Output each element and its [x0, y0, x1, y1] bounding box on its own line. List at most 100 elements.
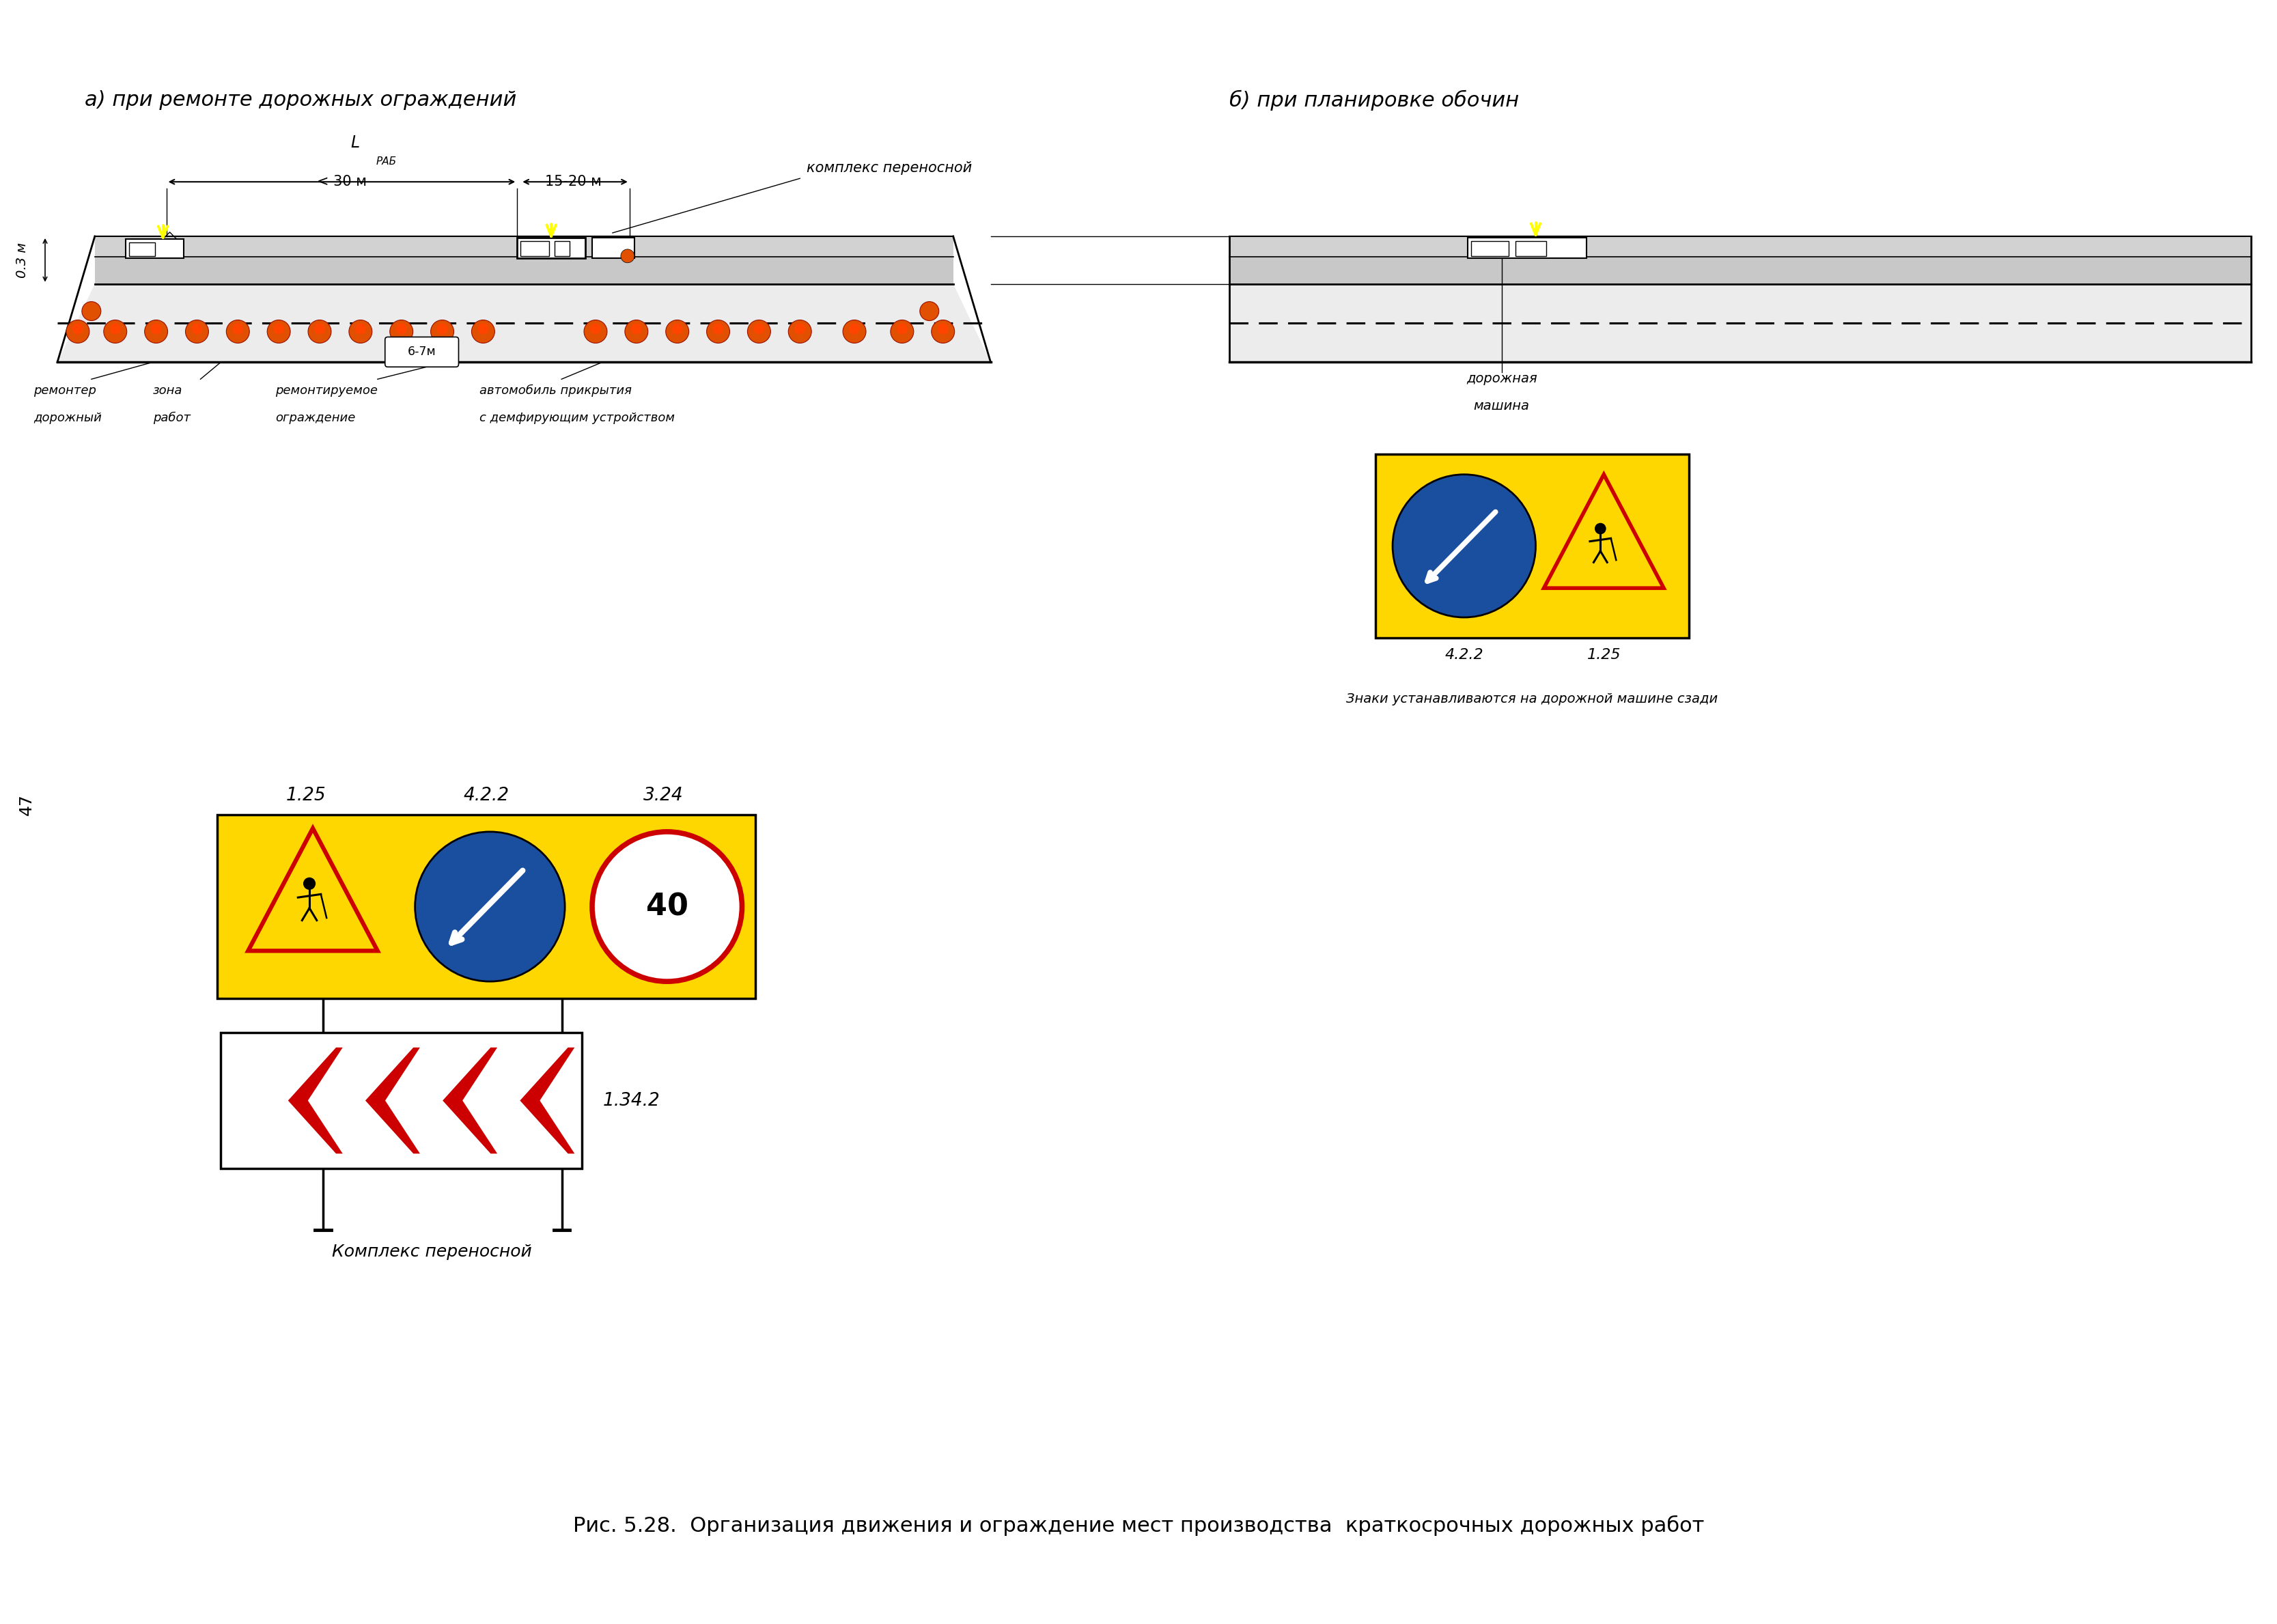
Polygon shape — [1230, 284, 2252, 362]
Circle shape — [624, 320, 649, 343]
Text: ограждение: ограждение — [276, 412, 355, 424]
Text: Рис. 5.28.  Организация движения и ограждение мест производства  краткосрочных д: Рис. 5.28. Организация движения и огражд… — [574, 1515, 1703, 1536]
Text: 4.2.2: 4.2.2 — [1446, 648, 1485, 661]
Text: ремонтер: ремонтер — [34, 385, 96, 396]
Text: с демфирующим устройством: с демфирующим устройством — [480, 412, 674, 424]
Circle shape — [478, 323, 490, 335]
Circle shape — [754, 323, 765, 335]
Circle shape — [849, 323, 861, 335]
Circle shape — [931, 320, 954, 343]
Text: 6-7м: 6-7м — [408, 346, 437, 359]
Polygon shape — [57, 284, 990, 362]
Circle shape — [747, 320, 770, 343]
Circle shape — [842, 320, 865, 343]
Polygon shape — [289, 1047, 342, 1153]
FancyBboxPatch shape — [216, 815, 756, 999]
Circle shape — [232, 323, 244, 335]
Text: автомобиль прикрытия: автомобиль прикрытия — [480, 385, 633, 398]
Circle shape — [266, 320, 291, 343]
Polygon shape — [96, 235, 954, 257]
Text: ремонтируемое: ремонтируемое — [276, 385, 378, 396]
Polygon shape — [1544, 474, 1664, 588]
Text: 1.25: 1.25 — [1587, 648, 1621, 661]
Circle shape — [66, 320, 89, 343]
Bar — [130, 242, 155, 257]
Circle shape — [73, 323, 84, 335]
Circle shape — [303, 877, 317, 890]
Circle shape — [471, 320, 494, 343]
Bar — [1471, 240, 1507, 257]
Polygon shape — [248, 828, 378, 950]
Circle shape — [1594, 523, 1605, 534]
Circle shape — [795, 323, 806, 335]
Text: 0.3 м: 0.3 м — [16, 242, 27, 278]
Text: 47: 47 — [18, 794, 34, 815]
Circle shape — [788, 320, 811, 343]
Circle shape — [389, 320, 412, 343]
Circle shape — [713, 323, 724, 335]
Polygon shape — [519, 1047, 574, 1153]
Circle shape — [184, 320, 209, 343]
Text: 4.2.2: 4.2.2 — [465, 786, 510, 804]
Circle shape — [273, 323, 285, 335]
Circle shape — [631, 323, 642, 335]
Circle shape — [938, 323, 950, 335]
Text: Знаки устанавливаются на дорожной машине сзади: Знаки устанавливаются на дорожной машине… — [1346, 692, 1719, 705]
Circle shape — [430, 320, 453, 343]
Circle shape — [920, 302, 938, 320]
Circle shape — [143, 320, 168, 343]
Circle shape — [348, 320, 371, 343]
Circle shape — [225, 320, 250, 343]
Text: б) при планировке обочин: б) при планировке обочин — [1230, 89, 1519, 110]
Text: 1.25: 1.25 — [287, 786, 326, 804]
Bar — [1469, 237, 1587, 258]
Text: 15-20 м: 15-20 м — [544, 175, 601, 188]
Bar — [556, 240, 569, 257]
Bar — [125, 239, 184, 258]
Text: комплекс переносной: комплекс переносной — [806, 161, 972, 175]
Text: дорожный: дорожный — [34, 412, 102, 424]
Text: < 30 м: < 30 м — [317, 175, 367, 188]
Circle shape — [1394, 474, 1535, 617]
Circle shape — [191, 323, 203, 335]
FancyBboxPatch shape — [1375, 455, 1690, 638]
Bar — [1514, 240, 1546, 257]
Circle shape — [672, 323, 683, 335]
Polygon shape — [364, 1047, 419, 1153]
Text: 1.34.2: 1.34.2 — [603, 1091, 660, 1109]
Bar — [521, 240, 549, 257]
Circle shape — [583, 320, 608, 343]
Text: а) при ремонте дорожных ограждений: а) при ремонте дорожных ограждений — [84, 89, 517, 110]
Bar — [592, 237, 635, 258]
FancyBboxPatch shape — [385, 338, 458, 367]
Circle shape — [665, 320, 690, 343]
Polygon shape — [96, 257, 954, 284]
Text: РАБ: РАБ — [376, 156, 396, 167]
Circle shape — [897, 323, 909, 335]
Text: $L$: $L$ — [351, 135, 360, 151]
Text: машина: машина — [1473, 400, 1530, 412]
Circle shape — [307, 320, 330, 343]
Text: дорожная: дорожная — [1466, 372, 1537, 385]
Polygon shape — [1230, 235, 2252, 257]
Polygon shape — [442, 1047, 496, 1153]
Polygon shape — [1230, 257, 2252, 284]
Circle shape — [109, 323, 121, 335]
Text: Комплекс переносной: Комплекс переносной — [332, 1244, 533, 1260]
Circle shape — [590, 323, 601, 335]
Bar — [517, 237, 585, 258]
Circle shape — [414, 831, 565, 981]
Circle shape — [105, 320, 128, 343]
Circle shape — [890, 320, 913, 343]
Text: зона: зона — [153, 385, 182, 396]
Circle shape — [314, 323, 326, 335]
Text: 40: 40 — [647, 892, 688, 921]
Circle shape — [355, 323, 367, 335]
Circle shape — [706, 320, 729, 343]
Bar — [221, 1033, 583, 1169]
Circle shape — [592, 831, 742, 981]
Text: 3.24: 3.24 — [644, 786, 683, 804]
Circle shape — [82, 302, 100, 320]
Circle shape — [150, 323, 162, 335]
Circle shape — [622, 248, 635, 263]
